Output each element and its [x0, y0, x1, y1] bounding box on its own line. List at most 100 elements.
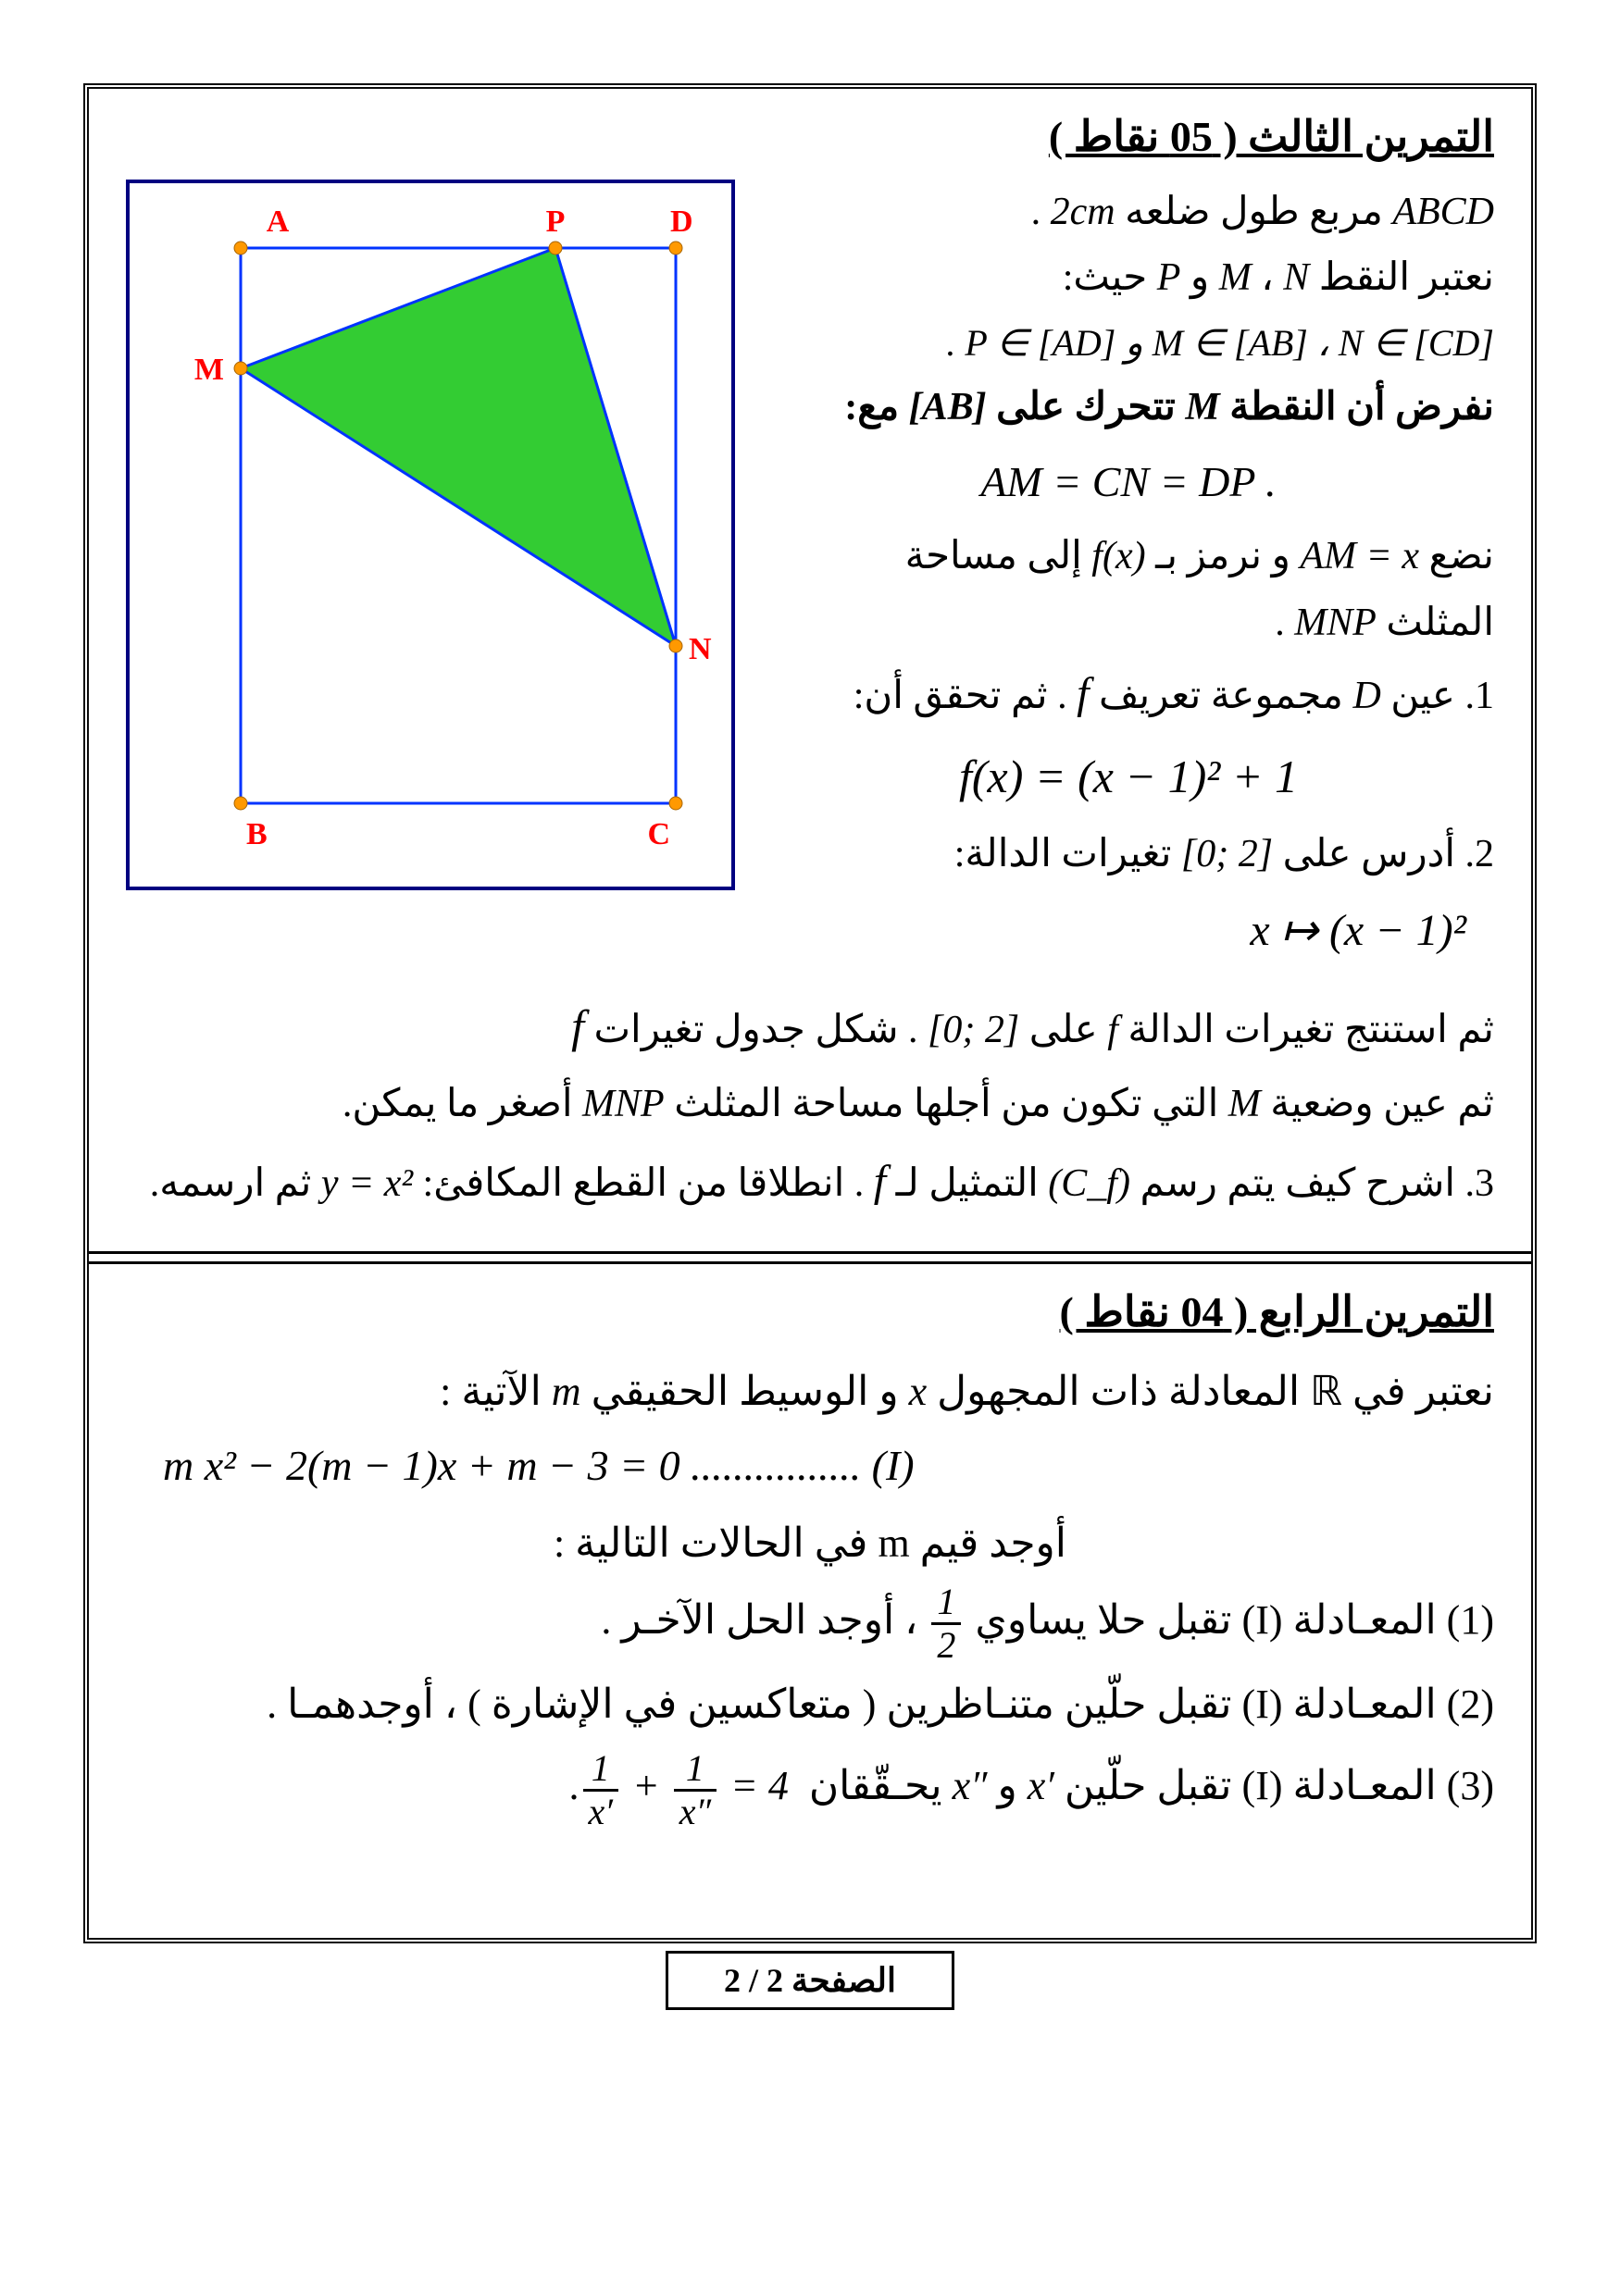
ex3-line5: AM = CN = DP . [763, 446, 1494, 518]
ex3-c2: ثم عين وضعية M التي تكون من أجلها مساحة … [126, 1069, 1494, 1141]
figure-drawing: ADPBCMN [130, 183, 731, 887]
page: التمرين الثالث ( 05 نقاط ) ADPBCMN [0, 0, 1620, 2296]
exercise-3-text: ABCD مربع طول ضلعه 2cm . نعتبر النقط M ،… [763, 180, 1494, 974]
ex4-sub: أوجد قيم m في الحالات التالية : [126, 1507, 1494, 1580]
txt: [AB] [909, 386, 987, 428]
txt: P [1157, 256, 1181, 299]
txt: x″ [953, 1763, 988, 1808]
txt: AM = x [1300, 535, 1419, 577]
txt: f [874, 1157, 886, 1206]
exercise-3: التمرين الثالث ( 05 نقاط ) ADPBCMN [89, 89, 1531, 1251]
txt: إلى مساحة [905, 535, 1082, 577]
txt: يحـقّقان [799, 1763, 942, 1808]
ex3-line2: نعتبر النقط M ، N و P حيث: [763, 245, 1494, 311]
txt: التمثيل لـ [886, 1162, 1039, 1205]
txt: = 4 [730, 1763, 789, 1808]
txt: الآتية : [440, 1369, 542, 1414]
ex4-equation: m x² − 2(m − 1)x + m − 3 = 0 ...........… [126, 1441, 1494, 1490]
ex3-q2-formula: x ↦ (x − 1)² [763, 893, 1494, 969]
ex3-line7: المثلث MNP . [763, 590, 1494, 656]
txt: [0; 2] [1181, 833, 1273, 875]
txt: . [1031, 191, 1041, 233]
txt: MNP [1294, 602, 1377, 644]
txt: على [1019, 1009, 1097, 1051]
txt: حيث: [1063, 256, 1148, 299]
txt: N [1283, 256, 1309, 299]
txt: M [1219, 256, 1252, 299]
txt: x [909, 1369, 928, 1414]
page-frame: التمرين الثالث ( 05 نقاط ) ADPBCMN [83, 83, 1537, 1943]
txt: (C_f) [1048, 1162, 1130, 1205]
txt: مع: [844, 386, 899, 428]
txt: (3) المعـادلة (I) تقبل حلّين [1054, 1763, 1494, 1808]
txt: تتحرك على [987, 386, 1176, 428]
txt: . انطلاقا من القطع المكافئ: [413, 1162, 864, 1205]
txt: (1) المعـادلة (I) تقبل حلا يساوي [965, 1597, 1494, 1643]
txt: 3. اشرح كيف يتم رسم [1130, 1162, 1494, 1205]
txt: D [1352, 675, 1380, 717]
txt: . [569, 1763, 579, 1808]
svg-text:A: A [267, 205, 290, 239]
txt: و الوسيط الحقيقي [581, 1369, 899, 1414]
ex4-intro: نعتبر في ℝ المعادلة ذات المجهول x و الوس… [126, 1355, 1494, 1428]
sum-of-reciprocals: 1 x′ + 1 x″ = 4 [579, 1763, 799, 1808]
ex3-c1: ثم استنتج تغيرات الدالة f على [0; 2] . ش… [126, 984, 1494, 1070]
txt: مجموعة تعريف [1089, 675, 1342, 717]
txt: المثلث [1377, 602, 1494, 644]
txt: x′ [1028, 1763, 1054, 1808]
page-number: الصفحة 2 / 2 [666, 1951, 954, 2010]
numer: 1 [674, 1750, 717, 1792]
txt: نعتبر النقط [1309, 256, 1494, 299]
denom: x″ [674, 1792, 717, 1831]
svg-text:N: N [689, 632, 712, 666]
txt: و [1180, 256, 1209, 299]
txt: M [1185, 386, 1219, 428]
txt: التي تكون من أجلها مساحة المثلث [665, 1083, 1219, 1125]
txt: . ثم تحقق أن: [854, 675, 1067, 717]
exercise-4-title: التمرين الرابع ( 04 نقاط ) [126, 1286, 1494, 1336]
svg-text:B: B [246, 817, 268, 851]
txt: . [1275, 602, 1285, 644]
txt: 2cm [1051, 191, 1115, 233]
txt: 1. عين [1381, 675, 1494, 717]
fraction: 1 x′ [583, 1750, 619, 1831]
svg-text:P: P [546, 205, 566, 239]
exercise-4: التمرين الرابع ( 04 نقاط ) نعتبر في ℝ ال… [89, 1264, 1531, 1858]
denom: 2 [931, 1625, 961, 1664]
txt: ثم ارسمه. [150, 1162, 312, 1205]
numer: 1 [583, 1750, 619, 1792]
ex3-q2: 2. أدرس على [0; 2] تغيرات الدالة: [763, 822, 1494, 887]
ex3-line4: نفرض أن النقطة M تتحرك على [AB] مع: [763, 375, 1494, 441]
exercise-separator [89, 1251, 1531, 1264]
denom: x′ [583, 1792, 619, 1831]
svg-text:M: M [194, 353, 224, 387]
txt: ، [1261, 256, 1283, 299]
txt: MNP [582, 1083, 665, 1125]
ex3-q3: 3. اشرح كيف يتم رسم (C_f) التمثيل لـ f .… [126, 1141, 1494, 1223]
svg-text:D: D [670, 205, 693, 239]
numer: 1 [931, 1583, 961, 1625]
ex3-line1: ABCD مربع طول ضلعه 2cm . [763, 180, 1494, 245]
txt: ABCD [1392, 191, 1494, 233]
exercise-3-title: التمرين الثالث ( 05 نقاط ) [126, 111, 1494, 161]
txt: [0; 2] [928, 1009, 1019, 1051]
ex3-q1-formula: f(x) = (x − 1)² + 1 [763, 738, 1494, 816]
txt: مربع طول ضلعه [1115, 191, 1383, 233]
ex4-q3: (3) المعـادلة (I) تقبل حلّين x′ و x″ يحـ… [126, 1745, 1494, 1830]
txt: f [1107, 1009, 1118, 1051]
txt: + [632, 1763, 670, 1808]
txt: نفرض أن النقطة [1220, 386, 1494, 428]
real-set-icon: ℝ [1310, 1369, 1342, 1414]
fraction: 1 x″ [674, 1750, 717, 1831]
txt: 2. أدرس على [1273, 833, 1494, 875]
txt: المعادلة ذات المجهول [927, 1369, 1300, 1414]
txt: f [1077, 669, 1089, 718]
ex4-q1: (1) المعـادلة (I) تقبل حلا يساوي 1 2 ، أ… [126, 1580, 1494, 1664]
ex3-line3: M ∈ [AB] ، N ∈ [CD] و P ∈ [AD] . [763, 312, 1494, 375]
fraction-half: 1 2 [931, 1583, 961, 1664]
txt: و [987, 1763, 1016, 1808]
txt: ، أوجد الحل الآخـر . [601, 1597, 917, 1643]
txt: y = x² [321, 1162, 413, 1205]
txt: نضع [1419, 535, 1494, 577]
figure-box: ADPBCMN [126, 180, 735, 890]
